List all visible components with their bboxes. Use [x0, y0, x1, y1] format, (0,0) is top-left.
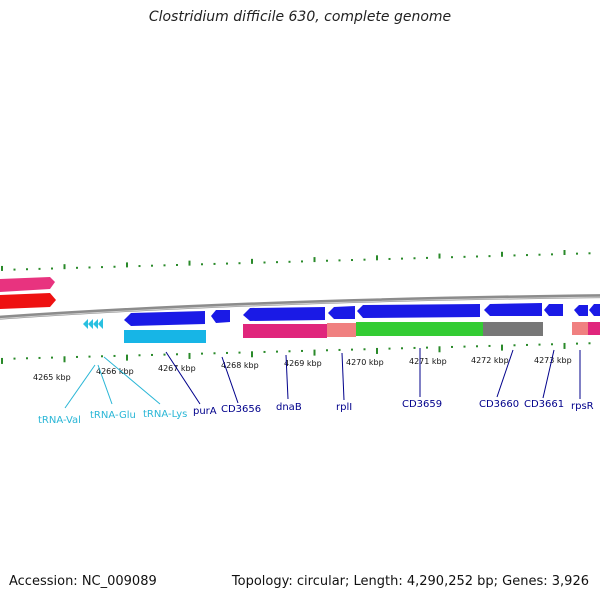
cog-magenta-2	[588, 322, 600, 335]
scale-label: 4268 kbp	[221, 361, 259, 370]
gene-rpsR	[574, 305, 588, 316]
cog-gray	[483, 322, 543, 336]
cog-salmon	[327, 323, 356, 337]
feature-red-forward	[0, 293, 56, 309]
gene-label-CD3659: CD3659	[402, 399, 442, 410]
gene-dnaB	[243, 307, 325, 321]
gene-label-dnaB: dnaB	[276, 402, 302, 413]
trna-arrow	[88, 319, 93, 329]
accession-text: Accession: NC_009089	[9, 574, 157, 589]
scale-label: 4270 kbp	[346, 358, 384, 367]
forward-features-left	[0, 277, 56, 309]
scale-label: 4266 kbp	[96, 367, 134, 376]
scale-labels: 4265 kbp 4266 kbp 4267 kbp 4268 kbp 4269…	[33, 356, 572, 382]
trna-label-lys: tRNA-Lys	[143, 409, 187, 420]
outer-tick-ring	[1, 250, 591, 271]
gene-labels: tRNA-Val tRNA-Glu tRNA-Lys purA CD3656 d…	[38, 399, 594, 426]
cog-salmon-2	[572, 322, 588, 335]
trna-arrow	[83, 319, 88, 329]
trna-label-val: tRNA-Val	[38, 415, 81, 426]
trna-arrow	[93, 319, 98, 329]
cog-magenta	[243, 324, 327, 338]
gene-label-purA: purA	[193, 406, 217, 417]
scale-label: 4272 kbp	[471, 356, 509, 365]
cog-green	[356, 322, 483, 336]
gene-CD3656	[211, 310, 230, 323]
scale-label: 4265 kbp	[33, 373, 71, 382]
cog-cyan	[124, 330, 206, 343]
gene-label-CD3660: CD3660	[479, 399, 519, 410]
gene-CD3659	[357, 304, 480, 318]
genome-backbone	[0, 294, 600, 320]
gene-label-CD3656: CD3656	[221, 404, 261, 415]
map-title: Clostridium difficile 630, complete geno…	[148, 9, 452, 25]
gene-rplI	[328, 306, 355, 319]
gene-label-CD3661: CD3661	[524, 399, 564, 410]
gene-CD3661	[544, 304, 563, 316]
inner-tick-ring	[1, 342, 591, 364]
feature-pink-forward	[0, 277, 55, 292]
gene-purA	[124, 311, 205, 326]
gene-label-rpsR: rpsR	[571, 401, 594, 412]
trna-arrow	[98, 318, 103, 329]
genome-summary-text: Topology: circular; Length: 4,290,252 bp…	[231, 574, 589, 589]
label-leader-lines	[64, 348, 581, 409]
scale-label: 4273 kbp	[534, 356, 572, 365]
scale-label: 4271 kbp	[409, 357, 447, 366]
gene-label-rplI: rplI	[336, 402, 352, 413]
gene-CD3660	[484, 303, 542, 316]
trna-label-glu: tRNA-Glu	[90, 410, 136, 421]
scale-label: 4269 kbp	[284, 359, 322, 368]
reverse-features	[83, 303, 600, 343]
